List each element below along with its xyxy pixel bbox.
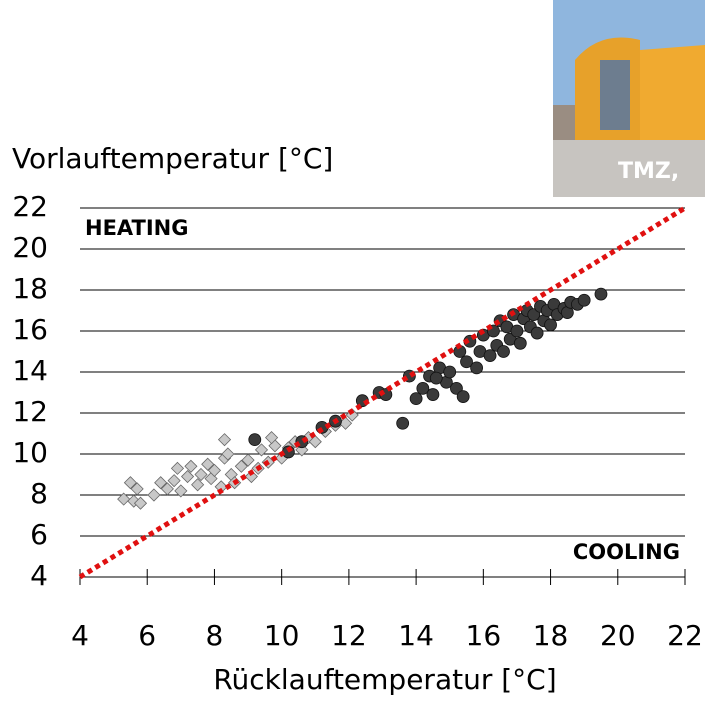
y-tick-label: 16 [12, 313, 48, 346]
point [416, 381, 430, 395]
point [191, 478, 205, 492]
point [133, 496, 148, 510]
point [254, 443, 269, 457]
point [207, 463, 222, 477]
photo-caption: TMZ, [618, 159, 679, 184]
x-tick-label: 22 [667, 619, 703, 652]
y-axis-label: Vorlauftemperatur [°C] [12, 142, 333, 175]
point [160, 482, 174, 496]
x-tick-label: 8 [206, 619, 224, 652]
point [221, 447, 235, 461]
point [483, 349, 497, 363]
point [470, 361, 484, 375]
point [443, 365, 457, 379]
point [127, 494, 141, 508]
point [429, 371, 443, 385]
point [544, 318, 557, 332]
point [194, 467, 208, 482]
y-tick-label: 10 [12, 436, 48, 469]
point [396, 416, 410, 430]
x-tick-label: 14 [398, 619, 434, 652]
point [234, 459, 248, 473]
annotation: COOLING [573, 540, 680, 564]
y-tick-label: 14 [12, 354, 48, 387]
point [184, 459, 198, 473]
point [244, 469, 258, 484]
y-tick-label: 20 [12, 231, 48, 264]
point [123, 476, 137, 490]
y-tick-label: 8 [30, 477, 48, 510]
point [513, 336, 527, 350]
point [147, 488, 161, 502]
point [265, 431, 279, 445]
point [268, 439, 282, 453]
point [130, 482, 144, 496]
y-tick-label: 6 [30, 518, 48, 551]
y-tick-label: 4 [30, 559, 48, 592]
point [456, 390, 470, 404]
point [497, 345, 510, 358]
diagonal-line [78, 205, 687, 580]
point [594, 287, 608, 301]
x-axis-label: Rücklauftemperatur [°C] [213, 663, 556, 696]
annotation: HEATING [85, 216, 189, 240]
y-tick-label: 18 [12, 272, 48, 305]
point [248, 433, 262, 447]
x-tick-label: 20 [600, 619, 636, 652]
y-tick-label: 12 [12, 395, 48, 428]
point [241, 453, 255, 467]
x-tick-label: 4 [71, 619, 89, 652]
photo: TMZ, [553, 0, 705, 197]
point [201, 457, 215, 471]
x-tick-label: 12 [331, 619, 367, 652]
point [154, 476, 168, 490]
point [170, 461, 185, 475]
x-tick-label: 6 [138, 619, 156, 652]
point [308, 435, 322, 449]
point [510, 324, 524, 338]
point [426, 388, 440, 401]
point [530, 326, 544, 340]
point [180, 469, 195, 484]
y-tick-label: 22 [12, 190, 48, 223]
point [409, 392, 423, 406]
x-tick-label: 10 [264, 619, 300, 652]
x-tick-label: 16 [466, 619, 502, 652]
point [577, 293, 591, 307]
point [460, 355, 473, 369]
point [117, 492, 131, 506]
point [167, 474, 181, 488]
x-tick-label: 18 [533, 619, 569, 652]
point [217, 433, 232, 447]
point [174, 484, 188, 498]
